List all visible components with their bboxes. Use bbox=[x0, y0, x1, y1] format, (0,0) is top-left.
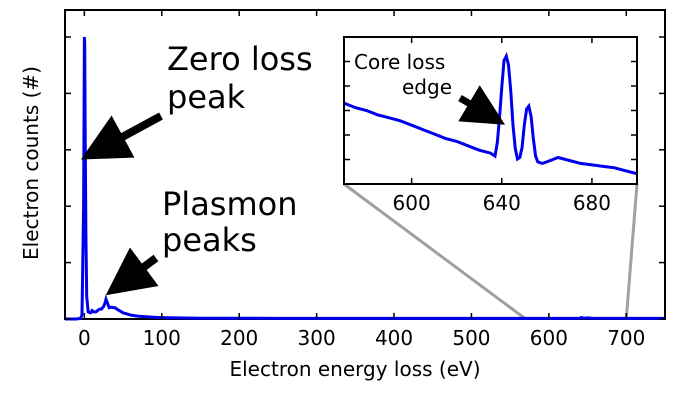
zero-loss-annotation-line2: peak bbox=[167, 78, 246, 116]
inset-x-tick-label: 640 bbox=[483, 191, 521, 215]
inset-spectrum-line bbox=[343, 51, 638, 176]
zoom-connector-lines bbox=[343, 182, 639, 321]
main-x-tick-label: 400 bbox=[375, 326, 413, 350]
main-x-tick-label: 500 bbox=[452, 326, 490, 350]
core-loss-annotation-line2: edge bbox=[402, 75, 452, 99]
main-x-ticks: 0 100 200 300 400 500 600 700 bbox=[78, 10, 645, 350]
inset-x-tick-label: 600 bbox=[393, 191, 431, 215]
zero-loss-arrow bbox=[80, 112, 163, 160]
zoom-connector-line bbox=[343, 182, 527, 321]
zero-loss-annotation-line1: Zero loss bbox=[167, 40, 313, 78]
zoom-connector-line bbox=[624, 183, 639, 320]
x-axis-label: Electron energy loss (eV) bbox=[229, 357, 480, 381]
inset-x-tick-label: 680 bbox=[573, 191, 611, 215]
y-axis-label: Electron counts (#) bbox=[19, 66, 43, 260]
main-x-tick-label: 600 bbox=[530, 326, 568, 350]
plasmon-arrow bbox=[105, 247, 159, 296]
main-y-ticks bbox=[65, 36, 665, 320]
main-x-tick-label: 100 bbox=[143, 326, 181, 350]
plasmon-annotation-line1: Plasmon bbox=[162, 185, 298, 223]
inset-x-ticks: 600 640 680 bbox=[393, 37, 611, 215]
plasmon-annotation-line2: peaks bbox=[162, 221, 257, 259]
core-loss-arrow bbox=[458, 85, 506, 125]
core-loss-annotation-line1: Core loss bbox=[354, 50, 445, 74]
main-x-tick-label: 200 bbox=[220, 326, 258, 350]
inset-y-ticks bbox=[344, 60, 637, 161]
main-spectrum-line bbox=[65, 36, 665, 321]
main-x-tick-label: 700 bbox=[607, 326, 645, 350]
main-x-tick-label: 0 bbox=[78, 326, 91, 350]
main-x-tick-label: 300 bbox=[298, 326, 336, 350]
